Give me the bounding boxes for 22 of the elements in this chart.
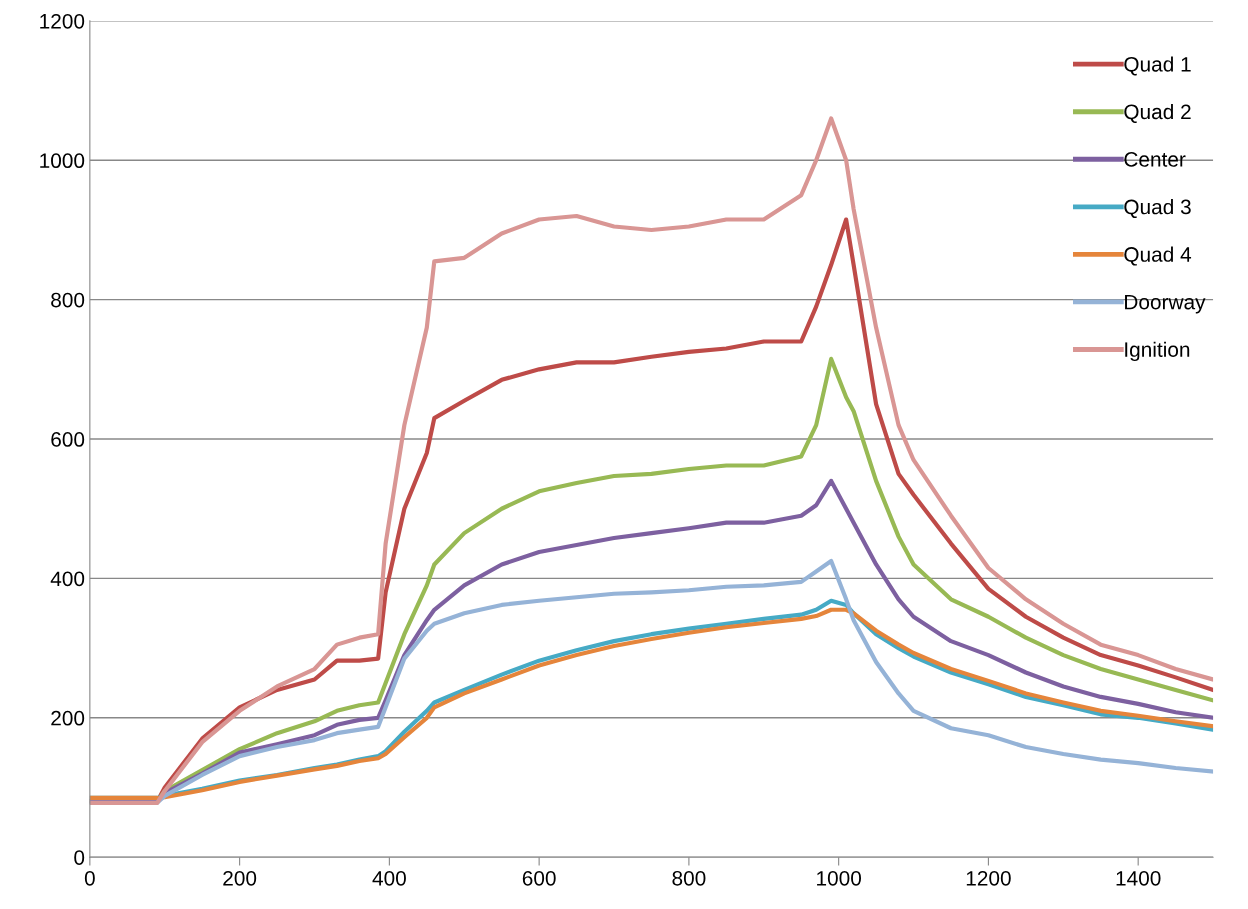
x-tick-label: 1400 <box>1116 870 1161 886</box>
x-tick-label: 600 <box>522 870 556 886</box>
legend-label: Quad 3 <box>1124 199 1191 219</box>
legend-label: Doorway <box>1125 294 1206 314</box>
x-tick-label: 200 <box>223 870 257 886</box>
legend-label: Ignition <box>1125 341 1190 362</box>
x-tick-label: 0 <box>84 870 95 886</box>
x-tick-label: 1200 <box>966 870 1011 886</box>
x-tick-label: 1000 <box>817 870 862 886</box>
y-tick-label: 1200 <box>40 13 85 29</box>
y-tick-label: 600 <box>51 432 85 447</box>
legend-label: Quad 2 <box>1124 103 1191 123</box>
y-tick-label: 1000 <box>40 153 85 169</box>
y-tick-label: 400 <box>50 571 85 587</box>
x-tick-label: 800 <box>672 870 706 886</box>
y-tick-label: 0 <box>74 850 85 865</box>
legend-label: Center <box>1124 152 1186 167</box>
legend-label: Quad 4 <box>1124 246 1192 266</box>
y-tick-label: 200 <box>51 710 85 726</box>
x-tick-label: 400 <box>372 870 406 886</box>
legend-label: Quad 1 <box>1124 56 1191 76</box>
y-tick-label: 800 <box>51 292 85 308</box>
